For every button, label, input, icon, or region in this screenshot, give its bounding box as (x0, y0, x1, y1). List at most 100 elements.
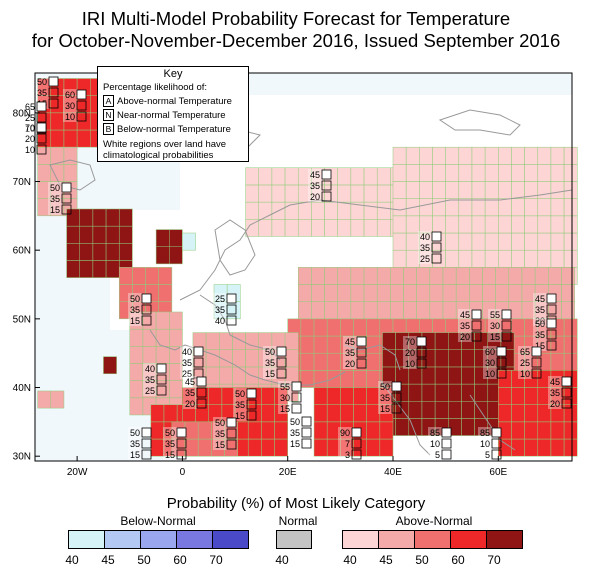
forecast-cell (471, 146, 486, 165)
probability-value: 7 (345, 439, 350, 449)
forecast-cell (274, 421, 288, 440)
forecast-cell (366, 370, 381, 388)
category-box (226, 304, 237, 315)
category-box (301, 416, 312, 427)
category-box (416, 347, 427, 358)
forecast-cell (461, 401, 475, 419)
forecast-cell (353, 370, 367, 388)
probability-value: 30 (485, 358, 495, 368)
forecast-cell (271, 167, 286, 186)
forecast-cell (392, 146, 407, 165)
legend-key-box: Key Percentage likelihood of: A Above-nor… (97, 66, 249, 162)
forecast-cell (376, 267, 391, 285)
category-box (226, 417, 237, 428)
forecast-cell (390, 267, 404, 285)
forecast-cell (103, 356, 117, 375)
forecast-cell (563, 164, 578, 182)
forecast-cell (429, 267, 444, 285)
forecast-cell (363, 284, 378, 302)
forecast-cell (300, 335, 315, 354)
forecast-cell (498, 164, 512, 182)
forecast-cell (326, 404, 341, 423)
category-box (321, 180, 332, 191)
forecast-cell (434, 349, 449, 368)
probability-value: 35 (215, 429, 225, 439)
forecast-cell (284, 349, 299, 368)
forecast-cell (274, 438, 288, 457)
probability-value: 65 (520, 347, 530, 357)
forecast-cell (537, 146, 552, 165)
forecast-cell (169, 380, 183, 399)
forecast-cell (195, 387, 209, 405)
above-normal-swatch (450, 530, 487, 549)
forecast-cell (37, 129, 52, 148)
category-box (531, 357, 542, 368)
forecast-cell (284, 219, 299, 237)
category-box (61, 182, 72, 193)
below-normal-tick: 45 (101, 553, 115, 567)
forecast-cell (105, 208, 120, 227)
forecast-cell (155, 311, 170, 330)
forecast-cell (363, 219, 378, 237)
forecast-cell (382, 332, 396, 351)
map-title-line1: IRI Multi-Model Probability Forecast for… (81, 8, 511, 29)
longitude-label: 20E (279, 467, 297, 478)
category-box (196, 376, 207, 387)
forecast-cell (458, 215, 473, 234)
category-box (561, 376, 572, 387)
probability-value: 25 (420, 254, 430, 264)
probability-value: 60 (65, 90, 75, 100)
forecast-cell (247, 421, 262, 440)
probability-value: 10 (480, 439, 490, 449)
forecast-cell (79, 260, 94, 278)
category-box (196, 387, 207, 398)
category-box (546, 329, 557, 340)
category-box (441, 449, 452, 460)
probability-value: 20 (345, 359, 355, 369)
probability-value: 35 (182, 358, 192, 368)
normal-swatch (276, 530, 312, 549)
forecast-cell (537, 181, 552, 199)
forecast-cell (353, 387, 367, 405)
forecast-cell (419, 164, 433, 182)
latitude-label: 60N (13, 246, 31, 257)
forecast-cell (158, 284, 173, 302)
category-box (501, 320, 512, 331)
forecast-cell (511, 249, 525, 268)
category-box (196, 398, 207, 409)
forecast-cell (79, 225, 94, 244)
forecast-cell (258, 167, 273, 186)
latitude-label: 40N (13, 383, 31, 394)
forecast-cell (471, 232, 486, 251)
category-box (301, 438, 312, 449)
forecast-cell (313, 421, 328, 440)
forecast-cell (313, 387, 328, 405)
probability-value: 45 (185, 377, 195, 387)
category-box (531, 346, 542, 357)
key-near-label: Near-normal Temperature (117, 110, 226, 121)
forecast-cell (155, 328, 170, 347)
forecast-cell (521, 267, 536, 285)
probability-value: 20 (550, 399, 560, 409)
forecast-cell (563, 335, 578, 354)
forecast-cell (350, 167, 365, 186)
probability-value: 70 (25, 123, 35, 133)
forecast-cell (484, 198, 499, 217)
forecast-cell (458, 249, 473, 268)
category-box (193, 346, 204, 357)
probability-value: 25 (25, 113, 35, 123)
forecast-cell (313, 438, 328, 457)
forecast-cell (132, 267, 146, 285)
key-above-label: Above-normal Temperature (117, 96, 232, 107)
probability-value: 50 (290, 417, 300, 427)
forecast-cell (150, 438, 165, 457)
forecast-cell (79, 208, 94, 227)
forecast-cell (92, 260, 107, 278)
